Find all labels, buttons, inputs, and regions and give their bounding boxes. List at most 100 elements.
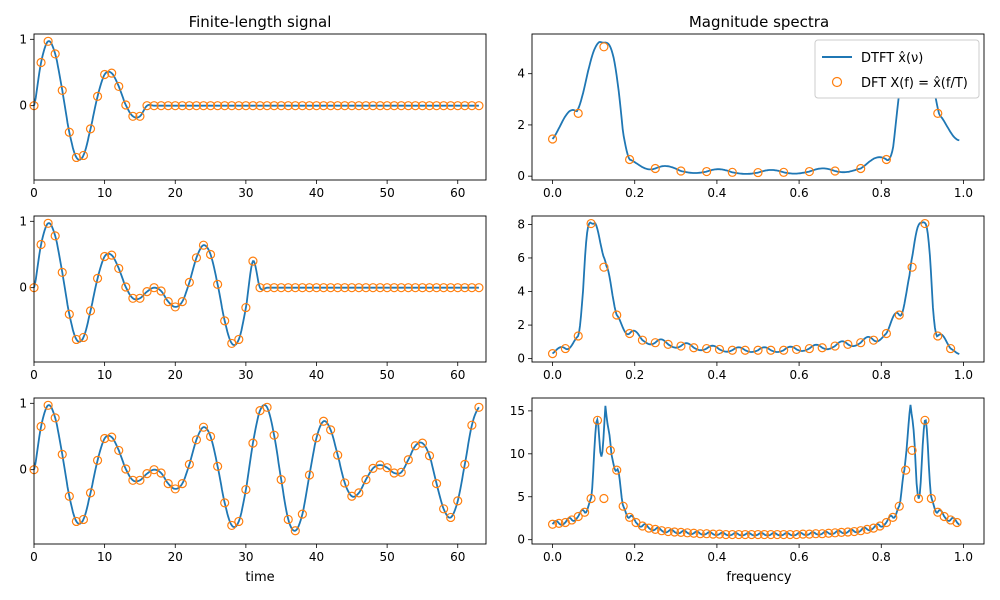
panel-2: 0.0 0.2 0.4 0.6 0.8 1.0 0 2 4 bbox=[517, 33, 985, 200]
dft-sample-marker bbox=[740, 345, 750, 355]
dft-sample-marker bbox=[618, 501, 628, 511]
signal-sample-marker bbox=[431, 101, 442, 111]
signal-sample-marker bbox=[368, 283, 378, 293]
signal-sample-marker bbox=[424, 283, 435, 293]
x-tick-label: 10 bbox=[97, 368, 112, 382]
x-tick-label: 30 bbox=[238, 550, 253, 564]
dft-sample-marker bbox=[868, 523, 879, 533]
panel-6: 0.0 0.2 0.4 0.6 0.8 1.0 0 5 10 15 bbox=[510, 397, 985, 564]
signal-sample-marker bbox=[326, 101, 336, 111]
signal-sample-marker bbox=[340, 283, 350, 293]
dft-sample-marker bbox=[817, 343, 827, 353]
dft-sample-marker bbox=[830, 528, 840, 538]
dft-sample-marker bbox=[772, 529, 782, 540]
x-tick-label: 0.8 bbox=[872, 186, 891, 200]
dft-sample-marker bbox=[913, 493, 924, 504]
dft-sample-marker bbox=[547, 349, 558, 359]
signal-sample-marker bbox=[107, 68, 117, 78]
signal-sample-marker bbox=[453, 101, 463, 111]
signal-sample-marker bbox=[220, 498, 230, 508]
signal-sample-marker bbox=[205, 249, 216, 260]
x-tick-label: 0.0 bbox=[543, 368, 562, 382]
dft-sample-marker bbox=[926, 493, 936, 504]
signal-sample-marker bbox=[163, 101, 173, 111]
dft-sample-marker bbox=[669, 527, 680, 537]
signal-sample-marker bbox=[85, 124, 96, 134]
dft-sample-marker bbox=[560, 517, 570, 528]
x-tick-label: 10 bbox=[97, 186, 112, 200]
x-tick-label: 0.6 bbox=[790, 186, 809, 200]
dft-sample-marker bbox=[766, 345, 776, 355]
signal-sample-marker bbox=[276, 101, 286, 111]
signal-sample-marker bbox=[43, 36, 53, 46]
signal-sample-marker bbox=[262, 402, 272, 412]
signal-sample-marker bbox=[304, 470, 315, 480]
left-x-axis-label: time bbox=[245, 570, 274, 585]
signal-sample-marker bbox=[213, 101, 223, 111]
signal-sample-marker bbox=[474, 101, 484, 111]
signal-sample-marker bbox=[170, 101, 180, 111]
signal-sample-marker bbox=[241, 302, 251, 313]
x-tick-label: 0.4 bbox=[707, 550, 726, 564]
dft-sample-marker bbox=[933, 108, 943, 119]
signal-sample-marker bbox=[234, 101, 244, 111]
dft-sample-marker bbox=[624, 512, 635, 522]
signal-sample-marker bbox=[333, 450, 343, 460]
dft-sample-marker bbox=[888, 512, 898, 522]
signal-sample-marker bbox=[205, 101, 216, 111]
axes-frame bbox=[33, 397, 487, 545]
signal-sample-marker bbox=[460, 459, 470, 469]
dft-sample-marker bbox=[650, 338, 660, 348]
signal-line bbox=[33, 222, 479, 347]
axes-frame bbox=[531, 215, 985, 363]
signal-sample-marker bbox=[276, 475, 286, 485]
x-tick-label: 40 bbox=[309, 368, 324, 382]
signal-sample-marker bbox=[403, 283, 413, 293]
dft-sample-marker bbox=[856, 338, 866, 348]
signal-sample-marker bbox=[417, 101, 428, 111]
dft-sample-marker bbox=[650, 163, 660, 174]
dft-sample-marker bbox=[586, 493, 596, 504]
y-tick-label: 0 bbox=[19, 463, 27, 477]
dft-sample-marker bbox=[824, 528, 834, 538]
dft-sample-marker bbox=[676, 527, 686, 538]
dft-sample-marker bbox=[779, 167, 789, 177]
signal-sample-marker bbox=[424, 101, 435, 111]
signal-sample-marker bbox=[170, 484, 180, 494]
signal-sample-marker bbox=[467, 101, 477, 111]
signal-sample-marker bbox=[163, 297, 173, 307]
dft-sample-marker bbox=[663, 526, 673, 537]
signal-sample-marker bbox=[269, 101, 279, 111]
signal-sample-marker bbox=[361, 101, 371, 111]
dft-sample-marker bbox=[753, 345, 763, 355]
x-tick-label: 50 bbox=[379, 368, 394, 382]
x-tick-label: 60 bbox=[450, 186, 465, 200]
dft-sample-marker bbox=[811, 529, 821, 539]
dft-sample-marker bbox=[702, 529, 712, 539]
signal-sample-marker bbox=[85, 306, 96, 316]
dft-sample-marker bbox=[779, 345, 789, 355]
x-tick-label: 0.4 bbox=[707, 368, 726, 382]
y-tick-label: 10 bbox=[510, 447, 525, 461]
signal-sample-marker bbox=[43, 218, 53, 228]
signal-sample-marker bbox=[283, 514, 293, 525]
dft-sample-marker bbox=[580, 507, 590, 517]
signal-sample-marker bbox=[78, 332, 89, 343]
signal-sample-marker bbox=[283, 101, 293, 111]
signal-sample-marker bbox=[389, 468, 399, 478]
dft-sample-marker bbox=[599, 493, 609, 504]
left-column-title: Finite-length signal bbox=[189, 13, 332, 31]
x-tick-label: 20 bbox=[168, 186, 183, 200]
signal-sample-marker bbox=[255, 101, 265, 111]
dft-sample-marker bbox=[907, 262, 917, 272]
dft-sample-marker bbox=[894, 310, 904, 320]
dft-sample-marker bbox=[689, 343, 699, 353]
legend-dft-label: DFT X(f) = x̂(f/T) bbox=[861, 76, 968, 91]
signal-sample-marker bbox=[92, 273, 103, 283]
dft-sample-marker bbox=[689, 528, 699, 538]
axes-frame bbox=[33, 215, 487, 363]
signal-sample-marker bbox=[135, 475, 145, 485]
signal-sample-marker bbox=[128, 111, 138, 121]
